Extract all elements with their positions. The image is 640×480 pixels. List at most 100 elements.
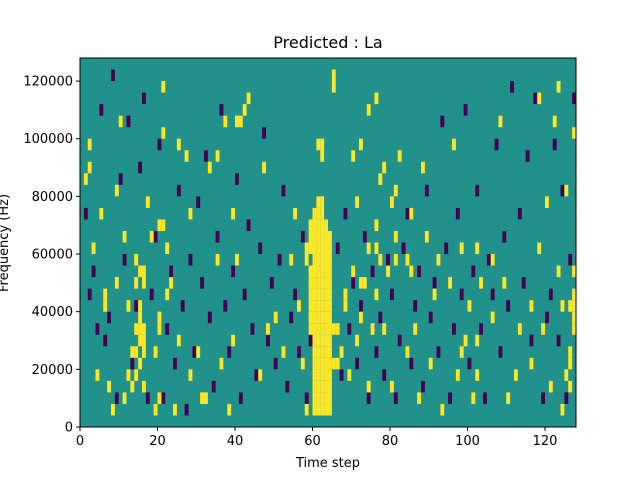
heatmap-cell-high: [490, 254, 495, 266]
heatmap-cell-high: [328, 311, 332, 324]
heatmap-cell-high: [328, 392, 332, 404]
y-tick-label: 0: [65, 421, 73, 436]
heatmap-cell-low: [262, 127, 267, 139]
heatmap-cell-high: [316, 311, 321, 324]
x-tick-label: 60: [304, 434, 321, 449]
heatmap-cell-high: [552, 115, 557, 128]
heatmap-cell-high: [324, 219, 329, 231]
heatmap-cell-low: [545, 311, 549, 324]
heatmap-cell-low: [196, 196, 201, 208]
heatmap-cell-high: [316, 265, 321, 278]
heatmap-cell-high: [235, 115, 239, 128]
heatmap-cell-low: [142, 92, 146, 105]
heatmap-cell-high: [572, 288, 577, 301]
heatmap-cell-high: [138, 265, 143, 278]
heatmap-cell-high: [134, 254, 139, 266]
heatmap-cell-low: [405, 207, 410, 220]
heatmap-cell-high: [161, 81, 166, 93]
heatmap-cell-high: [572, 265, 577, 278]
heatmap-cell-high: [138, 300, 143, 312]
heatmap-cell-high: [215, 254, 220, 266]
heatmap-cell-low: [176, 184, 181, 197]
heatmap-cell-high: [390, 380, 394, 393]
heatmap-cell-high: [331, 323, 336, 335]
heatmap-cell-low: [254, 369, 259, 381]
heatmap-cell-high: [324, 369, 329, 381]
heatmap-cell-high: [397, 150, 402, 162]
heatmap-cell-high: [320, 323, 325, 335]
heatmap-cell-low: [393, 392, 398, 404]
heatmap-cell-high: [463, 334, 468, 347]
heatmap-cell-low: [347, 323, 352, 335]
heatmap-cell-low: [486, 254, 491, 266]
heatmap-cell-high: [428, 357, 433, 370]
heatmap-cell-high: [91, 242, 96, 255]
heatmap-cell-high: [328, 346, 332, 358]
x-tick-label: 40: [227, 434, 244, 449]
heatmap-cell-high: [99, 207, 104, 220]
heatmap-cell-low: [269, 277, 274, 289]
heatmap-cell-high: [572, 311, 577, 324]
heatmap-cell-high: [308, 265, 313, 278]
heatmap-cell-low: [134, 300, 139, 312]
heatmap-cell-high: [324, 288, 329, 301]
heatmap-cell-low: [564, 392, 569, 404]
heatmap-cell-high: [316, 346, 321, 358]
heatmap-cell-low: [452, 323, 456, 335]
heatmap-cell-high: [568, 300, 573, 312]
heatmap-cell-low: [138, 161, 143, 174]
heatmap-cell-low: [87, 288, 92, 301]
heatmap-cell-high: [328, 334, 332, 347]
heatmap-cell-high: [324, 265, 329, 278]
heatmap-cell-high: [316, 196, 321, 208]
heatmap-cell-low: [401, 242, 406, 255]
heatmap-cell-high: [293, 207, 298, 220]
heatmap-cell-high: [347, 369, 352, 381]
heatmap-cell-high: [328, 357, 332, 370]
heatmap-cell-low: [463, 104, 468, 116]
heatmap-cell-high: [548, 380, 553, 393]
heatmap-cell-high: [351, 265, 356, 278]
heatmap-cell-high: [320, 219, 325, 231]
heatmap-cell-high: [324, 323, 329, 335]
heatmap-cell-high: [545, 196, 549, 208]
heatmap-cell-high: [328, 230, 332, 243]
heatmap-cell-low: [297, 346, 301, 358]
heatmap-cell-high: [281, 346, 286, 358]
heatmap-cell-high: [529, 357, 534, 370]
heatmap-cell-high: [238, 115, 243, 128]
heatmap-cell-low: [494, 138, 499, 151]
heatmap-cell-high: [393, 184, 398, 197]
heatmap-cell-high: [157, 323, 162, 335]
heatmap-cell-high: [219, 357, 224, 370]
heatmap-cell-high: [320, 392, 325, 404]
heatmap-cell-low: [91, 265, 96, 278]
heatmap-cell-high: [304, 403, 309, 416]
heatmap-cell-high: [320, 346, 325, 358]
heatmap-cell-high: [316, 392, 321, 404]
heatmap-cell-high: [308, 219, 313, 231]
heatmap-cell-high: [297, 300, 301, 312]
heatmap-cell-low: [114, 392, 119, 404]
heatmap-cell-low: [541, 392, 546, 404]
heatmap-cell-low: [351, 277, 356, 289]
heatmap-cell-high: [165, 242, 170, 255]
heatmap-cells: [83, 69, 577, 416]
heatmap-cell-low: [421, 380, 425, 393]
heatmap-cell-high: [413, 323, 418, 335]
heatmap-cell-low: [308, 334, 313, 347]
heatmap-cell-high: [320, 207, 325, 220]
heatmap-cell-high: [324, 403, 329, 416]
heatmap-cell-high: [475, 242, 480, 255]
heatmap-cell-low: [103, 334, 108, 347]
heatmap-cell-low: [355, 357, 360, 370]
y-tick-label: 60000: [32, 248, 73, 263]
heatmap-cell-low: [223, 300, 228, 312]
heatmap-cell-high: [498, 115, 503, 128]
heatmap-cell-high: [134, 277, 139, 289]
y-tick-label: 80000: [32, 190, 73, 205]
heatmap-cell-low: [118, 173, 123, 185]
heatmap-cell-low: [432, 277, 437, 289]
heatmap-cell-high: [324, 311, 329, 324]
